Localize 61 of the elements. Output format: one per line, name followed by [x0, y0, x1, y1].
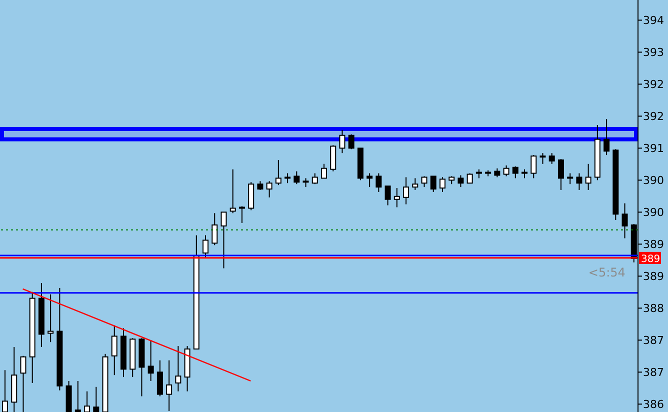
y-tick-label: 389	[643, 238, 664, 252]
y-tick-label: 387	[643, 334, 664, 348]
candlestick	[166, 360, 172, 412]
candlestick	[466, 172, 473, 184]
y-tick-label: 389	[643, 270, 664, 284]
candlestick	[74, 380, 81, 412]
candlestick	[275, 159, 282, 186]
candlestick	[622, 202, 628, 239]
candlestick	[202, 234, 209, 259]
candlestick	[212, 212, 218, 246]
candlestick	[512, 166, 518, 179]
candlestick	[412, 178, 418, 190]
candlestick	[156, 360, 163, 397]
candlestick	[111, 324, 118, 376]
candlestick	[20, 355, 26, 412]
candlestick	[384, 186, 391, 206]
candlestick	[284, 172, 291, 184]
candlestick	[330, 144, 336, 172]
candlestick	[238, 206, 245, 224]
candlestick	[321, 163, 327, 179]
candlestick	[585, 163, 592, 190]
y-tick-label: 391	[643, 142, 664, 156]
y-tick-label: 387	[643, 366, 664, 380]
candlestick	[558, 158, 564, 190]
candlestick	[230, 168, 236, 214]
candlestick	[266, 180, 272, 198]
y-tick-label: 392	[643, 78, 664, 92]
candlestick	[540, 152, 546, 164]
candlestick	[366, 172, 373, 188]
candlestick	[458, 174, 464, 188]
candlestick	[348, 134, 354, 150]
candlestick	[576, 172, 582, 190]
y-tick-label: 390	[643, 206, 664, 220]
candlestick	[2, 370, 8, 412]
candlestick	[567, 172, 574, 185]
candlestick	[175, 346, 182, 392]
candlestick	[430, 176, 436, 192]
candlestick	[84, 390, 90, 412]
y-tick-label: 393	[643, 46, 664, 60]
candlestick	[403, 176, 410, 205]
candlestick	[220, 212, 227, 269]
y-tick-label: 388	[643, 302, 664, 316]
candlestick	[48, 294, 54, 343]
candlestick	[148, 340, 154, 382]
candlestick	[339, 129, 346, 154]
candlestick	[439, 176, 446, 192]
candlestick	[503, 164, 510, 177]
candlestick	[548, 152, 555, 164]
candlestick	[530, 154, 537, 179]
candlestick	[394, 188, 400, 208]
candlestick	[376, 172, 382, 192]
candlestick	[312, 172, 318, 185]
y-tick-label: 392	[643, 110, 664, 124]
y-tick-label: 386	[643, 398, 664, 412]
candlestick	[421, 176, 428, 188]
candlestick	[604, 118, 610, 156]
candlestick	[93, 386, 100, 412]
y-tick-label: 390	[643, 174, 664, 188]
annotation: <5:54	[588, 265, 626, 280]
y-tick-label: 394	[643, 14, 664, 28]
candlestick	[294, 170, 300, 185]
